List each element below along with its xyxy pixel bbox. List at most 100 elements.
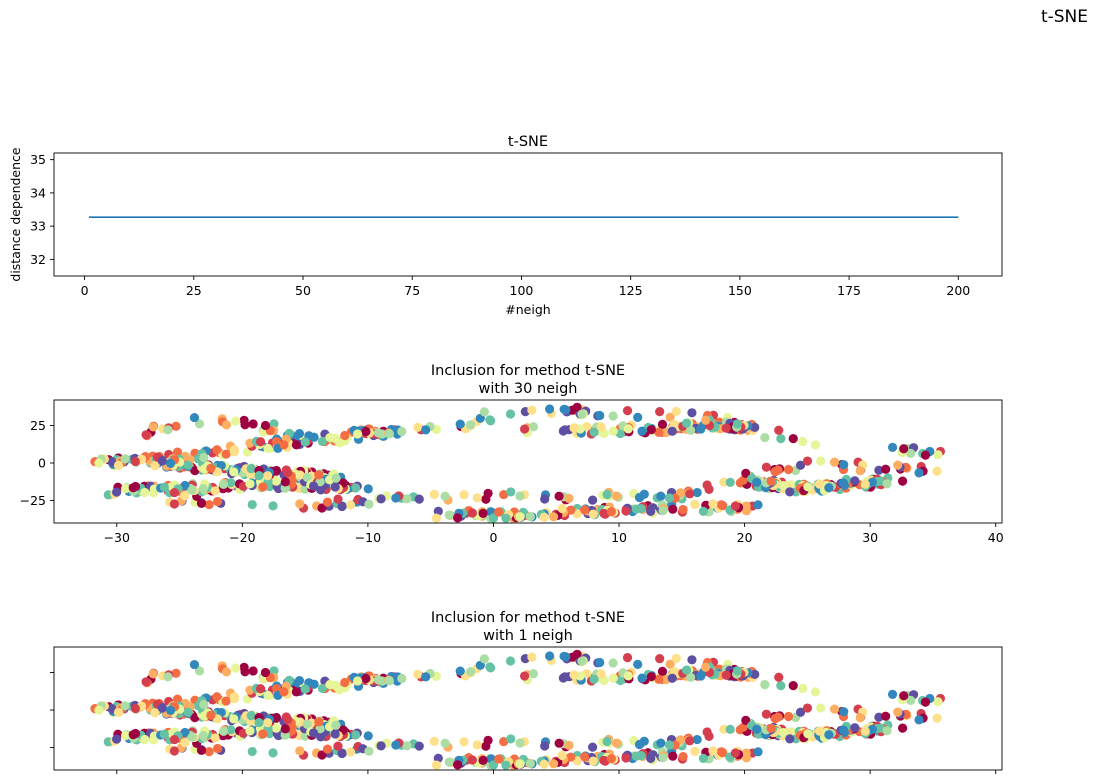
scatter-point: [623, 424, 633, 434]
scatter-point: [608, 658, 618, 668]
scatter-point: [345, 500, 356, 510]
scatter-point: [273, 730, 284, 741]
scatter-point: [269, 419, 279, 429]
x-tick-label: −30: [104, 530, 130, 545]
scatter-points: [90, 649, 946, 770]
scatter-point: [741, 506, 752, 516]
scatter-point: [325, 432, 335, 443]
scatter-point: [391, 493, 401, 503]
scatter-point: [481, 741, 491, 751]
scatter-point: [622, 405, 633, 416]
scatter-point: [528, 422, 539, 432]
scatter-point: [260, 420, 271, 431]
scatter-point: [725, 477, 735, 487]
scatter-point: [467, 755, 477, 765]
y-tick-label: 32: [30, 252, 46, 267]
scatter-point: [113, 707, 124, 718]
y-tick-label: 0: [38, 456, 46, 471]
scatter-point: [664, 740, 674, 750]
chart-title-line: Inclusion for method t-SNE: [431, 610, 625, 626]
scatter-point: [334, 685, 345, 695]
scatter-point: [291, 440, 301, 450]
scatter-point: [824, 483, 834, 493]
scatter-point: [440, 491, 450, 501]
scatter-point: [882, 726, 892, 736]
scatter-point: [932, 713, 942, 723]
y-tick-label: 33: [30, 219, 46, 234]
scatter-point: [364, 746, 374, 756]
scatter-point: [602, 736, 612, 747]
scatter-point: [279, 687, 289, 697]
x-tick-label: 10: [611, 530, 627, 545]
scatter-point: [467, 508, 477, 518]
x-tick-label: 20: [737, 530, 753, 545]
scatter-point: [566, 752, 576, 762]
scatter-point: [148, 669, 158, 679]
scatter-point: [850, 723, 860, 733]
scatter-point: [631, 504, 641, 514]
scatter-point: [795, 460, 806, 470]
scatter-point: [478, 508, 488, 518]
scatter-point: [429, 489, 439, 499]
scatter-point: [308, 728, 319, 738]
scatter-point: [829, 457, 840, 467]
scatter-point: [580, 505, 590, 515]
scatter-point: [150, 708, 160, 718]
scatter-point: [893, 707, 903, 717]
scatter-point: [816, 703, 826, 713]
x-tick-label: 200: [946, 283, 970, 298]
scatter-point: [128, 730, 138, 740]
scatter-point: [920, 450, 931, 460]
scatter-point: [263, 443, 273, 453]
scatter-point: [839, 478, 849, 488]
scatter-point: [611, 738, 622, 748]
scatter-point: [120, 484, 131, 494]
scatter-point: [280, 477, 290, 487]
scatter-point: [169, 746, 179, 756]
scatter-point: [212, 692, 222, 702]
scatter-point: [499, 489, 509, 500]
scatter-point: [300, 437, 310, 447]
scatter-point: [120, 454, 130, 464]
scatter-point: [488, 513, 499, 523]
scatter-point: [646, 672, 656, 682]
scatter-point: [314, 717, 324, 727]
scatter-point: [254, 717, 264, 728]
scatter-point: [345, 747, 356, 757]
scatter-point: [721, 670, 731, 680]
scatter-point: [229, 714, 239, 724]
scatter-point: [785, 487, 795, 497]
x-tick-label: 100: [510, 283, 534, 298]
scatter-point: [94, 458, 104, 468]
scatter-point: [615, 428, 625, 439]
scatter-point: [621, 753, 631, 763]
scatter-point: [702, 727, 712, 737]
scatter-point: [595, 657, 605, 668]
scatter-point: [364, 499, 374, 509]
scatter-point: [212, 496, 223, 507]
x-tick-label: 25: [186, 283, 202, 298]
x-tick-label: −10: [355, 530, 381, 545]
scatter-point: [187, 732, 197, 742]
scatter-point: [549, 512, 559, 522]
scatter-point: [330, 482, 340, 492]
scatter-point: [245, 726, 255, 736]
scatter-point: [906, 448, 916, 458]
figure-suptitle: t-SNE: [1040, 7, 1088, 27]
scatter-point: [465, 420, 476, 430]
scatter-point: [803, 482, 813, 492]
scatter-point: [631, 751, 641, 761]
scatter-point: [183, 707, 193, 717]
scatter-point: [180, 490, 190, 501]
scatter-point: [839, 460, 849, 470]
chart-title-line: t-SNE: [508, 134, 548, 150]
scatter-point: [226, 478, 236, 488]
scatter-point: [874, 465, 884, 475]
scatter-point: [810, 440, 821, 450]
scatter-point: [572, 402, 582, 412]
scatter-point: [778, 727, 788, 738]
scatter-point: [317, 503, 327, 513]
scatter-point: [798, 683, 808, 694]
scatter-point: [515, 738, 525, 748]
scatter-point: [140, 734, 150, 745]
